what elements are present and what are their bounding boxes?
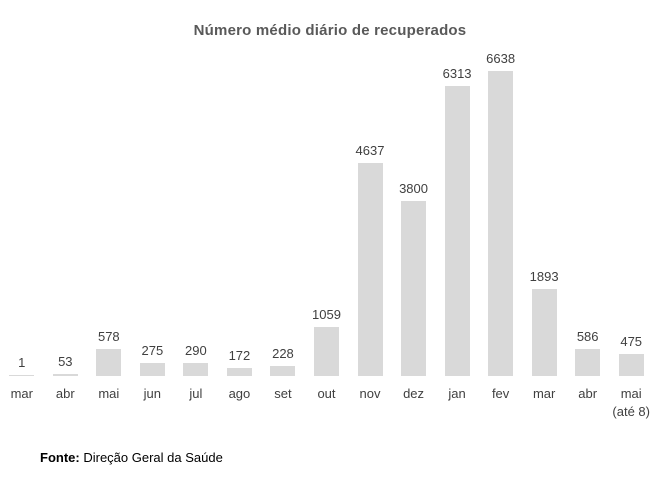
bar-column: 578 (87, 48, 131, 376)
bar (9, 374, 35, 376)
bar-column: 6638 (479, 48, 523, 376)
bar-value-label: 586 (576, 329, 599, 345)
bar-value-label: 1059 (312, 307, 341, 323)
x-axis-label: jan (448, 386, 466, 401)
bar (401, 201, 427, 376)
bar (575, 349, 601, 376)
x-axis-label: mai (98, 386, 120, 401)
x-axis-label: abr (578, 386, 598, 401)
bar-column: 475 (609, 48, 653, 376)
bar-value-label: 578 (97, 329, 120, 345)
bar-column: 172 (218, 48, 262, 376)
x-axis: mar abr mai jun jul ago set out nov dez jan fev mar a… (0, 385, 653, 421)
x-axis-label: fev (491, 386, 510, 401)
bar (313, 327, 339, 376)
bar-value-label: 1893 (529, 269, 559, 285)
x-axis-label: out (317, 386, 336, 401)
bar-column: 3800 (392, 48, 436, 376)
bar-value-label: 3800 (399, 181, 428, 197)
x-axis-label: nov (359, 386, 381, 401)
bar-value-label: 53 (58, 353, 73, 369)
bar (96, 349, 122, 376)
bar-value-label: 1 (18, 354, 26, 370)
x-axis-label: mar (10, 386, 33, 401)
bar-value-label: 290 (185, 342, 207, 358)
source-label: Fonte: (40, 450, 80, 465)
bar-value-label: 475 (620, 334, 643, 350)
bar (357, 162, 383, 376)
x-axis-label: abr (55, 386, 75, 401)
bar (52, 373, 78, 376)
bar-column: 1059 (305, 48, 349, 376)
bar (183, 362, 209, 376)
bar-value-label: 4637 (355, 142, 385, 158)
plot-area: 1 53 578 275 290 172 228 1059 4637 3800 6313 6638 18… (0, 48, 653, 376)
source-text: Direção Geral da Saúde (83, 450, 223, 465)
bar-column: 4637 (348, 48, 392, 376)
chart-title: Número médio diário de recuperados (193, 22, 467, 39)
bar-value-label: 275 (141, 343, 164, 359)
bar-column: 228 (261, 48, 305, 376)
x-axis-label: ago (228, 386, 251, 401)
x-axis-label: mar (532, 386, 556, 401)
x-axis-label: mai (até 8) (612, 386, 650, 419)
bar (139, 363, 165, 376)
bar-value-label: 172 (228, 348, 251, 364)
x-axis-label: set (274, 386, 292, 401)
bar (270, 365, 296, 376)
source-note: Fonte: Direção Geral da Saúde (40, 450, 223, 465)
bar (531, 289, 557, 376)
bar-column: 586 (566, 48, 610, 376)
x-axis-label: jul (189, 386, 203, 401)
bar-value-label: 6313 (442, 65, 472, 81)
bar-value-label: 6638 (486, 51, 516, 66)
bar-value-label: 228 (272, 345, 294, 361)
bar-column: 275 (131, 48, 175, 376)
bar-column: 6313 (435, 48, 479, 376)
bar (226, 368, 252, 376)
bar-column: 53 (44, 48, 88, 376)
x-axis-label: dez (403, 386, 425, 401)
x-axis-label: jun (143, 386, 162, 401)
bar (444, 85, 470, 376)
bar (618, 354, 644, 376)
bar-column: 1893 (522, 48, 566, 376)
bar-column: 290 (174, 48, 218, 376)
bar (488, 71, 514, 376)
bar-column: 1 (0, 48, 44, 376)
